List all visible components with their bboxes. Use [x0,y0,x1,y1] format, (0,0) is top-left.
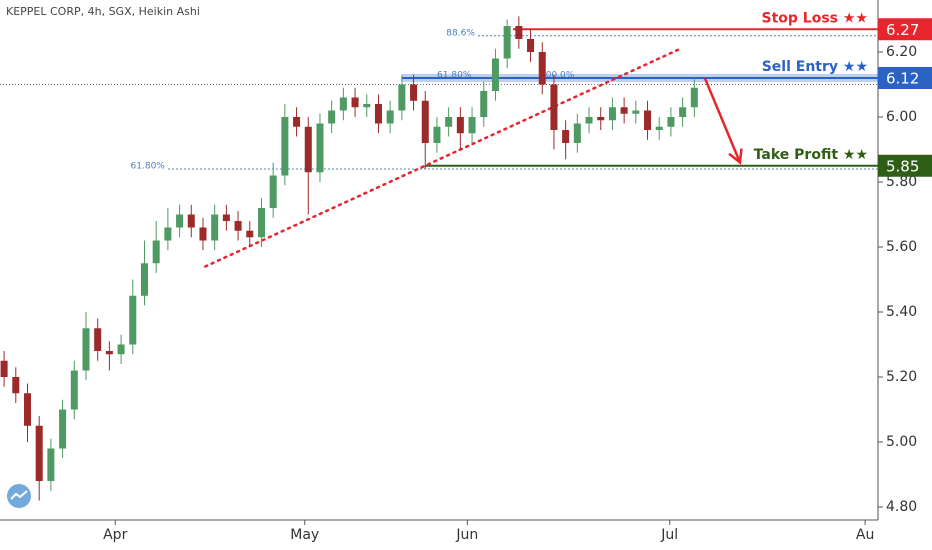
candle-body [468,117,476,134]
logo-mark [10,490,28,500]
candle-body [597,117,605,121]
candle-body [410,84,418,101]
y-tick-label: 5.60 [886,239,917,255]
level-name: Take Profit ★★ [754,147,868,163]
candle-body [328,110,336,124]
candle-body [0,360,8,377]
price-box-label: 5.85 [886,157,919,175]
candle-body [620,107,628,114]
candle-body [374,104,382,124]
candle-body [503,26,511,59]
price-box-label: 6.12 [886,70,919,88]
price-box [878,18,932,41]
y-tick-label: 4.80 [886,499,917,515]
candle-body [679,107,687,117]
candle-body [491,58,499,91]
candle-body [23,393,32,426]
candle-body [480,91,488,117]
candle-body [351,97,359,108]
candle-body [211,214,219,241]
price-box-label: 6.27 [886,21,919,39]
x-tick-label: Apr [103,527,127,543]
candle-body [129,295,137,345]
arrow [703,77,742,163]
candle-body [35,425,43,481]
candle-body [164,227,172,241]
candle-body [667,117,675,127]
candle-body [316,123,324,173]
candle-body [281,117,289,176]
candle-body [70,370,78,410]
y-tick-label: 5.40 [886,304,917,320]
candle-body [12,377,20,394]
level-name: Stop Loss ★★ [762,10,868,26]
candle-body [187,214,195,228]
candle-body [690,87,698,108]
price-box [878,67,932,89]
candle-body [176,214,184,228]
x-tick-label: Au [856,527,874,543]
candle-body [632,110,640,114]
candle-body [246,230,254,238]
fib-label: 61.80% [437,71,472,81]
arrow-head [728,148,743,165]
candle-body [655,126,663,130]
candle-body [445,117,453,127]
candle-body [117,344,125,355]
candle-body [398,84,406,111]
fib-label: 88.6% [446,28,475,38]
candle-body [199,227,207,241]
chart-title: KEPPEL CORP, 4h, SGX, Heikin Ashi [6,5,200,18]
candle-body [456,117,464,134]
candle-body [47,448,55,481]
candle-body [105,351,113,355]
x-tick-label: Jul [660,527,678,543]
candle-body [293,117,301,127]
candle-body [386,110,394,124]
candle-body [608,107,616,121]
candle-body [140,263,148,296]
candle-body [82,328,90,371]
candle-body [550,84,558,130]
candle-body [339,97,347,111]
candle-body [234,221,242,231]
x-tick-label: May [290,527,319,543]
candle-body [644,110,652,130]
candle-body [585,117,593,124]
fib-label: 100.0% [540,71,575,81]
y-tick-label: 6.20 [886,44,917,60]
y-tick-label: 5.80 [886,174,917,190]
trendline [204,47,682,268]
x-tick-label: Jun [455,527,478,543]
candle-body [527,39,535,52]
candle-body [94,328,102,351]
candle-body [515,26,523,39]
candle-body [152,240,160,264]
level-name: Sell Entry ★★ [762,59,868,75]
candle-body [59,409,67,449]
y-tick-label: 6.00 [886,109,917,125]
candle-body [257,208,265,238]
y-tick-label: 5.20 [886,369,917,385]
y-tick-label: 5.00 [886,434,917,450]
candle-body [363,104,371,108]
candle-body [269,175,277,208]
candle-body [222,214,230,221]
candle-body [421,100,429,143]
candle-body [573,123,581,143]
candle-body [304,126,312,173]
price-box [878,154,932,177]
candle-body [538,52,546,85]
candle-body [562,130,570,143]
candle-body [433,126,441,143]
fib-label: 61.80% [131,162,166,172]
